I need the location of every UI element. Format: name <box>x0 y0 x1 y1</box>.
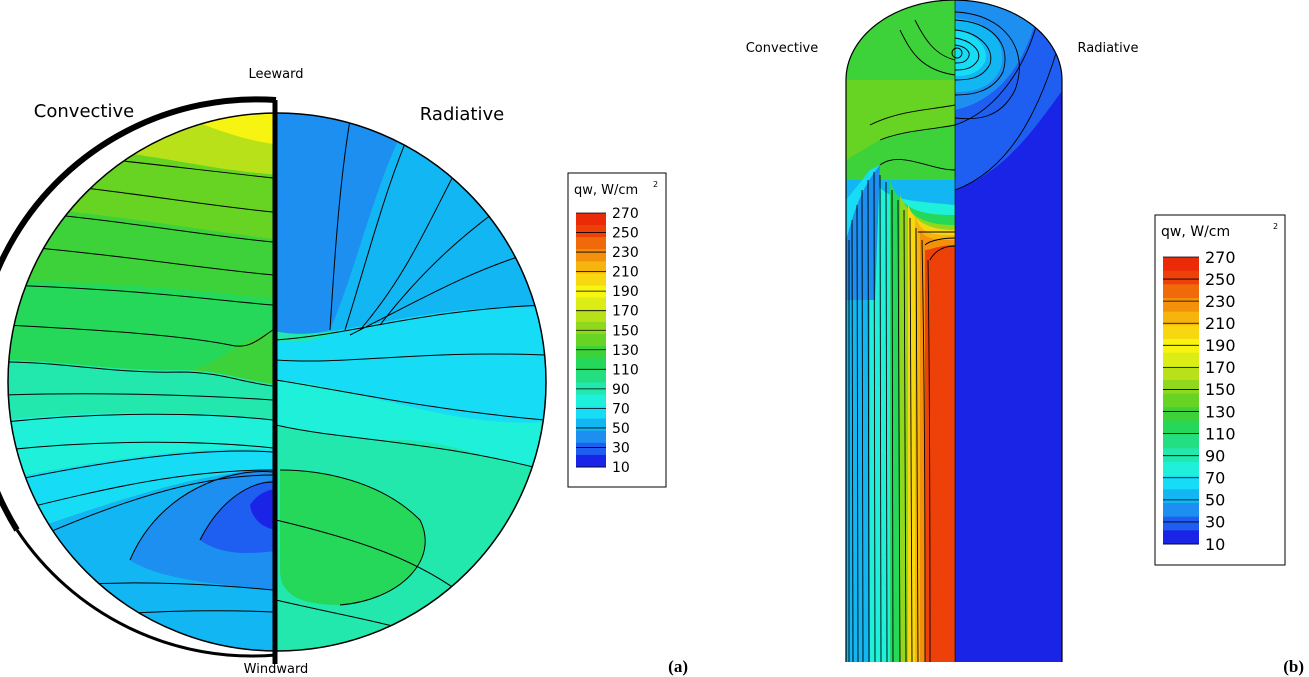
legend-color-band <box>1163 503 1199 518</box>
legend-color-band <box>576 285 606 299</box>
legend-level-label: 30 <box>612 441 630 457</box>
legend-color-band <box>576 358 606 371</box>
legend-color-band <box>1163 257 1199 272</box>
legend-level-label: 210 <box>1205 314 1236 333</box>
legend-color-band <box>576 370 606 383</box>
legend-color-band <box>1163 380 1199 395</box>
legend-level-label: 50 <box>612 421 630 437</box>
legend-color-band <box>1163 325 1199 340</box>
legend-level-label: 170 <box>1205 358 1236 377</box>
panel-b-label-right: Radiative <box>1078 41 1139 56</box>
legend-title-superscript: 2 <box>1273 222 1278 231</box>
legend-color-band <box>1163 475 1199 490</box>
legend-color-band <box>576 418 606 432</box>
legend-color-band <box>576 225 606 238</box>
legend-level-label: 70 <box>612 401 630 417</box>
legend-level-label: 230 <box>612 245 639 261</box>
panel-a-leeward-rim <box>0 96 277 532</box>
legend-level-label: 30 <box>1205 513 1225 532</box>
panel-a: Leeward Windward Convective Radiative (a… <box>0 67 688 677</box>
legend-color-band <box>576 297 606 311</box>
legend-color-band <box>576 442 606 456</box>
legend-level-label: 190 <box>612 284 639 300</box>
legend-color-band <box>576 249 606 262</box>
legend-color-band <box>576 454 606 468</box>
legend-color-band <box>576 273 606 287</box>
panel-a-tag: (a) <box>668 657 688 676</box>
legend-color-band <box>1163 516 1199 531</box>
legend-level-label: 130 <box>612 343 639 359</box>
panel-b-tag: (b) <box>1283 657 1304 676</box>
legend-color-band <box>576 321 606 335</box>
legend-level-label: 250 <box>1205 270 1236 289</box>
legend-color-band <box>576 237 606 250</box>
panel-b-body-outline <box>845 0 1063 662</box>
panel-b-radiative-field <box>955 0 1062 663</box>
legend-color-band <box>1163 270 1199 285</box>
panel-a-label-left: Convective <box>34 101 134 122</box>
legend-title: qw, W/cm <box>1161 224 1230 240</box>
legend-level-label: 170 <box>612 304 639 320</box>
panel-b: Convective Radiative (b) qw, W/cm 2 270 250… <box>746 0 1304 676</box>
legend-color-band <box>576 261 606 274</box>
legend-level-label: 230 <box>1205 292 1236 311</box>
legend-color-band <box>1163 434 1199 449</box>
legend-color-band <box>1163 462 1199 477</box>
legend-level-label: 10 <box>1205 535 1225 554</box>
legend-color-band <box>1163 530 1199 545</box>
legend-level-label: 70 <box>1205 469 1225 488</box>
legend-level-label: 130 <box>1205 402 1236 421</box>
panel-b-legend: qw, W/cm 2 270 250 230 210 190 170 150 130 110 90 70… <box>1154 214 1286 566</box>
panel-a-label-top: Leeward <box>249 67 304 82</box>
legend-level-label: 110 <box>612 362 639 378</box>
legend-level-label: 90 <box>1205 446 1225 465</box>
legend-color-band <box>576 213 606 226</box>
legend-color-band <box>576 346 606 359</box>
legend-level-label: 90 <box>612 382 630 398</box>
legend-level-label: 50 <box>1205 491 1225 510</box>
legend-color-band <box>576 430 606 444</box>
legend-level-label: 150 <box>1205 380 1236 399</box>
legend-color-band <box>1163 298 1199 313</box>
legend-color-band <box>1163 311 1199 326</box>
legend-color-band <box>1163 284 1199 299</box>
legend-level-label: 270 <box>1205 248 1236 267</box>
panel-a-legend: qw, W/cm 2 270 250 230 210 190 170 150 130 110 90 70… <box>567 172 667 488</box>
legend-color-band <box>576 333 606 347</box>
legend-level-label: 250 <box>612 226 639 242</box>
legend-level-label: 270 <box>612 206 639 222</box>
legend-color-band <box>1163 407 1199 422</box>
legend-level-label: 190 <box>1205 336 1236 355</box>
legend-color-band <box>1163 421 1199 436</box>
legend-title: qw, W/cm <box>574 183 638 198</box>
panel-a-contours <box>8 113 546 641</box>
legend-color-band <box>576 309 606 323</box>
panel-b-label-left: Convective <box>746 41 819 56</box>
legend-level-label: 210 <box>612 265 639 281</box>
legend-color-band <box>576 394 606 408</box>
legend-level-label: 110 <box>1205 424 1236 443</box>
legend-color-band <box>1163 366 1199 381</box>
panel-b-contours <box>848 9 1061 663</box>
legend-color-band <box>1163 393 1199 408</box>
panel-a-label-bottom: Windward <box>244 662 309 677</box>
panel-a-label-right: Radiative <box>420 104 504 125</box>
panel-a-windward-rim <box>15 529 277 658</box>
legend-color-band <box>1163 352 1199 367</box>
legend-color-band <box>576 406 606 420</box>
panel-a-convective-field <box>8 113 273 651</box>
legend-level-label: 150 <box>612 323 639 339</box>
legend-color-band <box>1163 339 1199 354</box>
panel-a-radiative-field <box>276 113 546 651</box>
legend-title-superscript: 2 <box>653 180 658 189</box>
legend-level-label: 10 <box>612 460 630 476</box>
legend-color-band <box>1163 489 1199 504</box>
